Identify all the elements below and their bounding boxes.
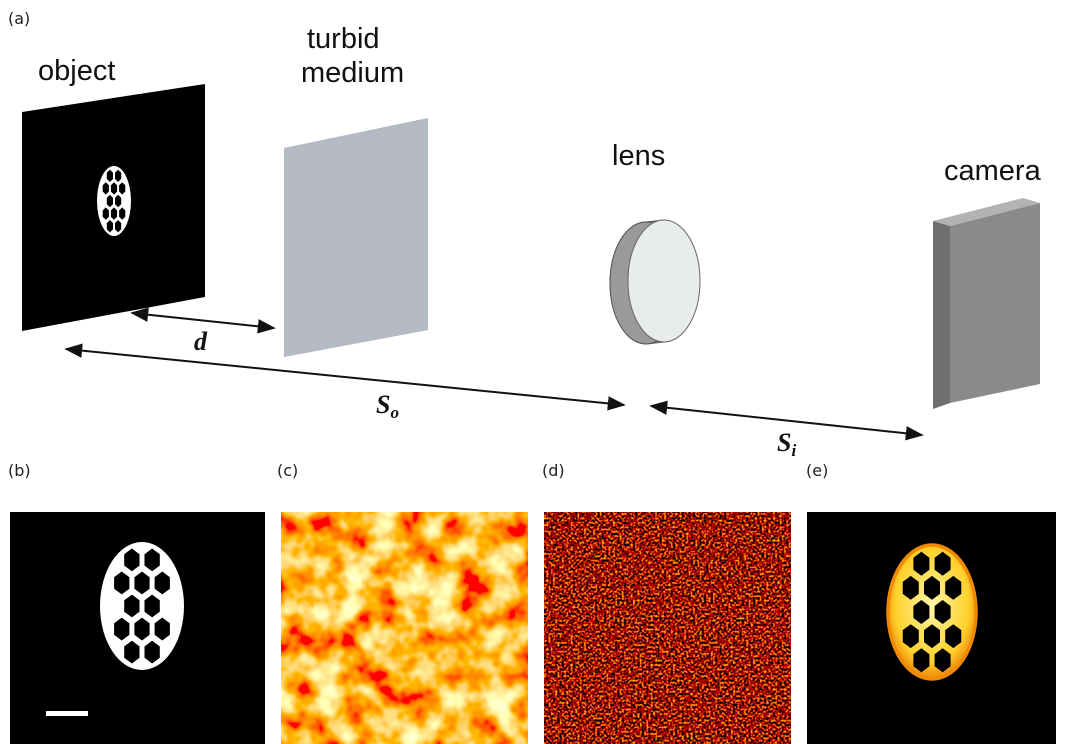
scale-bar bbox=[46, 711, 88, 716]
object-label: object bbox=[38, 55, 115, 87]
pattern-part bbox=[106, 220, 113, 233]
pattern-part bbox=[124, 594, 140, 618]
pattern-part bbox=[934, 648, 951, 673]
pattern-part bbox=[144, 640, 160, 664]
distance-label: So bbox=[376, 390, 399, 422]
pattern-part bbox=[102, 207, 109, 220]
camera-label: camera bbox=[944, 155, 1042, 187]
pattern-part bbox=[134, 617, 150, 641]
pattern-part bbox=[886, 543, 978, 681]
pattern-part bbox=[106, 169, 113, 182]
pattern-part bbox=[100, 542, 184, 670]
pattern-part bbox=[154, 571, 170, 595]
panel-label: (c) bbox=[277, 461, 298, 480]
distance-arrow bbox=[130, 307, 276, 334]
panel-label: (e) bbox=[806, 461, 828, 480]
pattern-part bbox=[945, 575, 962, 600]
symbol: S bbox=[376, 390, 390, 419]
pattern-part bbox=[114, 617, 130, 641]
object-pattern bbox=[97, 166, 131, 236]
pattern-part bbox=[102, 182, 109, 195]
pattern-part bbox=[119, 182, 126, 195]
medium-label: turbid bbox=[307, 23, 380, 55]
distance-arrow bbox=[64, 343, 626, 411]
pattern-part bbox=[144, 594, 160, 618]
distance-label: Si bbox=[777, 428, 796, 460]
pattern-part bbox=[124, 548, 140, 572]
pattern-part bbox=[144, 548, 160, 572]
camera-front bbox=[950, 203, 1040, 403]
panel-label: (d) bbox=[542, 461, 565, 480]
camera-top bbox=[933, 198, 1040, 226]
pattern-part bbox=[119, 207, 126, 220]
medium-label: medium bbox=[301, 57, 404, 89]
reconstructed-pattern bbox=[886, 543, 978, 681]
panel-label: (a) bbox=[8, 9, 30, 28]
pattern-part bbox=[934, 600, 951, 624]
lens-label: lens bbox=[612, 140, 665, 172]
distance-label: d bbox=[194, 327, 208, 356]
speckle-raw bbox=[281, 512, 528, 744]
pattern-part bbox=[106, 194, 113, 208]
pattern-part bbox=[913, 551, 930, 576]
pattern-part bbox=[154, 617, 170, 641]
turbid-medium bbox=[284, 118, 428, 357]
pattern-part bbox=[924, 575, 940, 600]
lens-face bbox=[627, 219, 701, 343]
symbol: S bbox=[777, 428, 791, 457]
pattern-part bbox=[115, 169, 122, 182]
camera-side bbox=[933, 221, 950, 409]
pattern-part bbox=[902, 624, 919, 649]
pattern-part bbox=[110, 207, 118, 220]
pattern-part bbox=[902, 575, 919, 600]
object-pattern bbox=[100, 542, 184, 670]
pattern-part bbox=[924, 624, 940, 649]
panel-label: (b) bbox=[8, 461, 31, 480]
pattern-part bbox=[115, 194, 122, 208]
subscript: i bbox=[791, 441, 796, 460]
pattern-part bbox=[124, 640, 140, 664]
distance-arrow bbox=[649, 400, 924, 441]
pattern-part bbox=[913, 600, 930, 624]
subscript: o bbox=[390, 403, 399, 422]
pattern-part bbox=[934, 551, 951, 576]
pattern-part bbox=[114, 571, 130, 595]
speckle-processed bbox=[544, 512, 791, 744]
pattern-part bbox=[945, 624, 962, 649]
pattern-part bbox=[110, 182, 118, 195]
pattern-part bbox=[97, 166, 131, 236]
pattern-part bbox=[134, 571, 150, 595]
pattern-part bbox=[913, 648, 930, 673]
pattern-part bbox=[115, 220, 122, 233]
